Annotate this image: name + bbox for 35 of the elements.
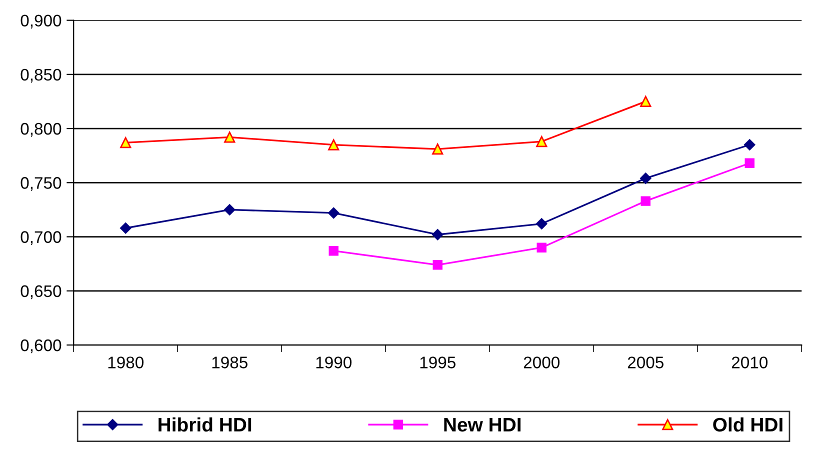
point [744,139,756,150]
point [224,132,236,143]
point [328,246,338,256]
legend-label: Old HDI [713,417,782,432]
point [120,137,132,148]
legend-label: New HDI [444,418,520,432]
x-tick-label: 1980 [108,356,144,368]
x-tick-label: 2000 [524,356,560,368]
x-tick-label: 1985 [212,356,248,368]
x-tick-label: 1995 [420,356,456,368]
point [432,144,444,155]
point [328,139,340,150]
point [536,136,548,148]
legend-label: Hibrid HDI [158,417,252,432]
point [328,207,340,219]
x-tick-label: 1990 [316,356,352,368]
point [224,204,236,216]
y-tick-label: 0,700 [20,231,62,245]
x-tick-label: 2010 [732,356,768,368]
point [640,96,652,108]
y-tick-label: 0,650 [20,285,62,300]
point [536,218,548,230]
point [744,158,754,168]
point [640,196,650,206]
y-tick-label: 0,900 [20,14,62,28]
point [536,242,546,252]
y-tick-label: 0,600 [20,339,62,354]
point [640,172,652,184]
y-tick-label: 0,850 [20,68,62,83]
x-tick-label: 2005 [628,356,664,368]
point [120,222,132,234]
y-tick-label: 0,750 [20,177,62,191]
point [432,260,442,270]
point [432,229,444,240]
y-tick-label: 0,800 [20,122,62,137]
